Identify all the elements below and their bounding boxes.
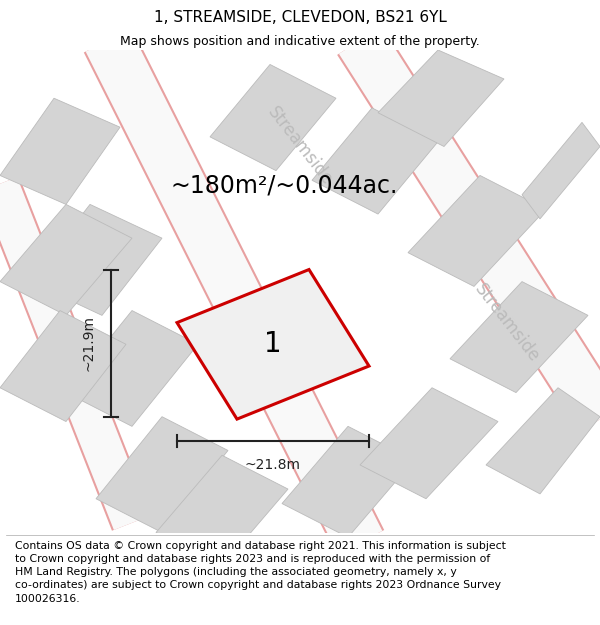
Polygon shape bbox=[0, 204, 132, 316]
Text: 1: 1 bbox=[264, 331, 282, 358]
Polygon shape bbox=[177, 269, 369, 419]
Polygon shape bbox=[282, 426, 414, 538]
Polygon shape bbox=[66, 311, 198, 426]
Text: Streamside: Streamside bbox=[264, 104, 336, 189]
Polygon shape bbox=[30, 204, 162, 316]
Text: ~21.8m: ~21.8m bbox=[245, 458, 301, 472]
Polygon shape bbox=[522, 122, 600, 219]
Polygon shape bbox=[312, 108, 438, 214]
Text: ~21.9m: ~21.9m bbox=[82, 315, 96, 371]
Text: Streamside: Streamside bbox=[471, 280, 543, 365]
Text: ~180m²/~0.044ac.: ~180m²/~0.044ac. bbox=[171, 173, 398, 197]
Text: Contains OS data © Crown copyright and database right 2021. This information is : Contains OS data © Crown copyright and d… bbox=[15, 541, 506, 604]
Polygon shape bbox=[0, 311, 126, 421]
Polygon shape bbox=[450, 282, 588, 392]
Polygon shape bbox=[360, 388, 498, 499]
Polygon shape bbox=[0, 98, 120, 204]
Polygon shape bbox=[96, 417, 228, 532]
Text: 1, STREAMSIDE, CLEVEDON, BS21 6YL: 1, STREAMSIDE, CLEVEDON, BS21 6YL bbox=[154, 10, 446, 25]
Polygon shape bbox=[378, 50, 504, 146]
Polygon shape bbox=[156, 455, 288, 566]
Polygon shape bbox=[408, 176, 546, 286]
Text: Map shows position and indicative extent of the property.: Map shows position and indicative extent… bbox=[120, 35, 480, 48]
Polygon shape bbox=[210, 64, 336, 171]
Polygon shape bbox=[486, 388, 600, 494]
